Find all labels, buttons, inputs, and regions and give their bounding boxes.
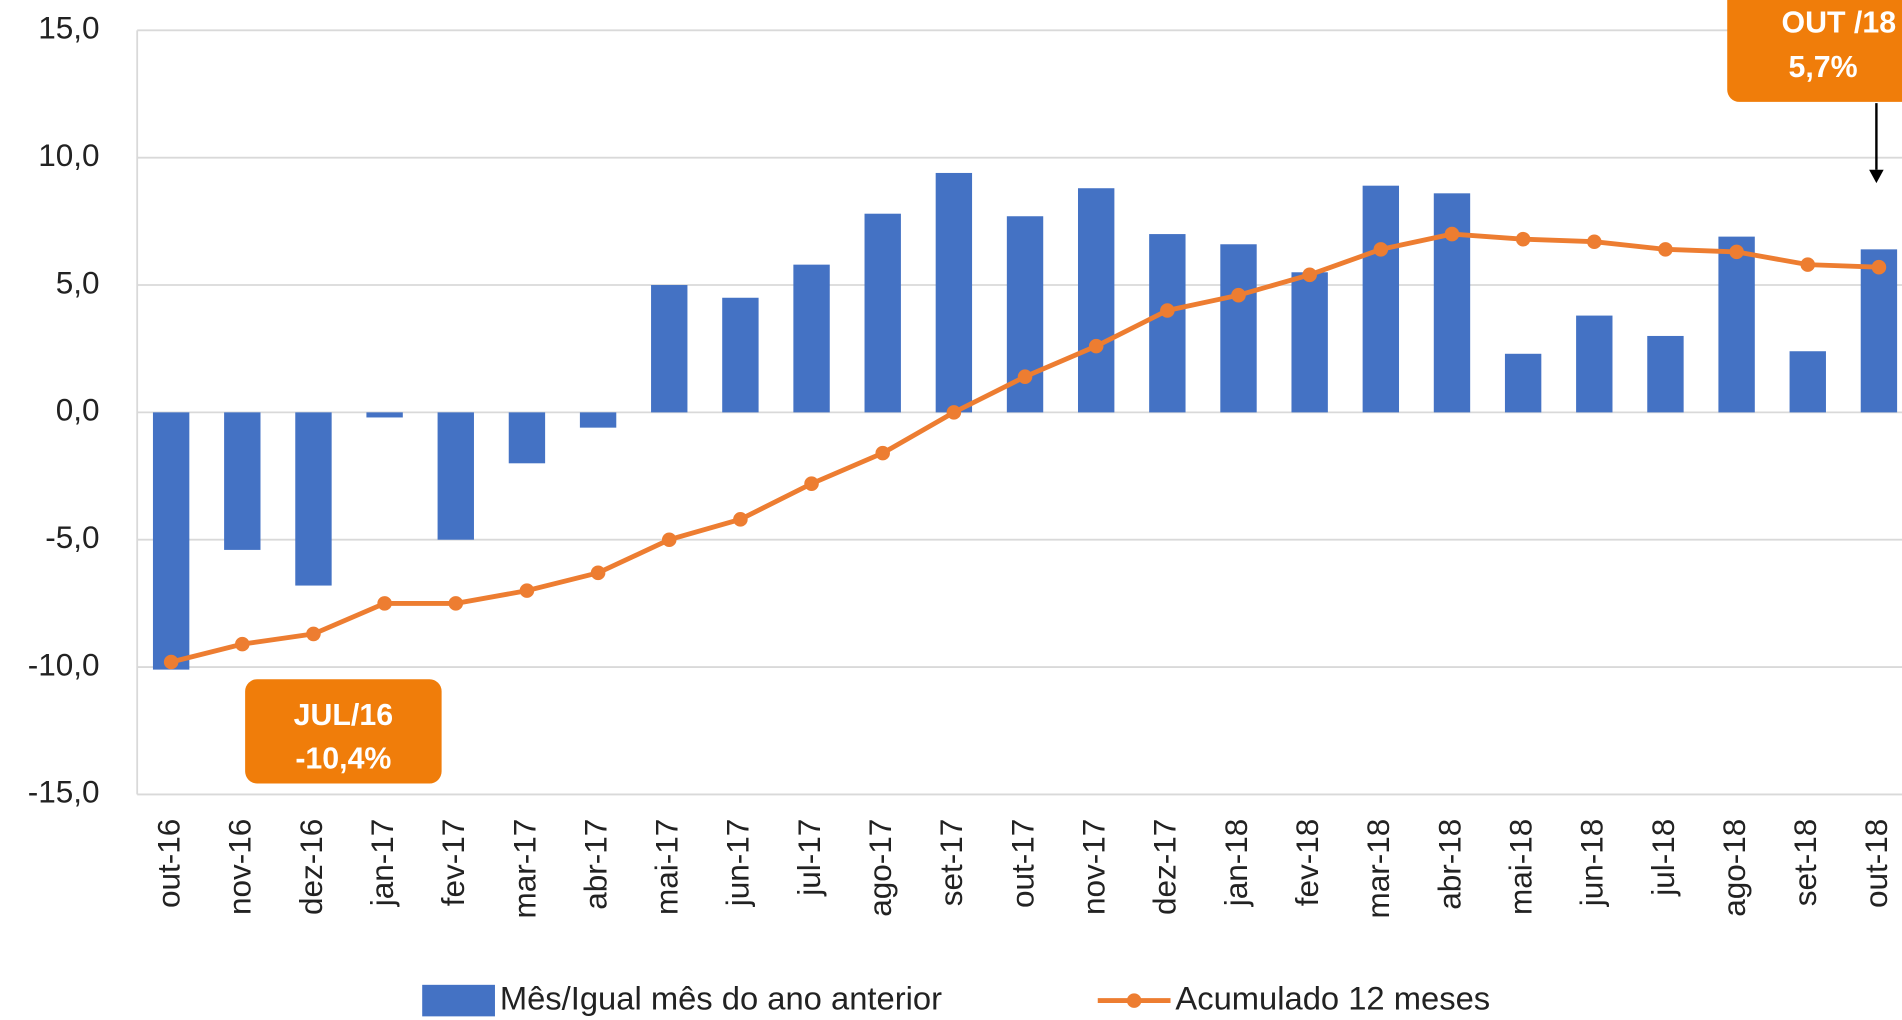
x-tick-label: jun-18 xyxy=(1574,819,1610,908)
x-tick-label: nov-17 xyxy=(1076,819,1112,915)
line-point xyxy=(804,476,819,491)
legend-swatch xyxy=(1126,993,1142,1008)
line-point xyxy=(1515,231,1531,247)
bar xyxy=(1362,185,1400,413)
line-point xyxy=(733,512,748,527)
x-tick-label: jan-17 xyxy=(364,819,400,908)
y-tick-label: 10,0 xyxy=(38,137,99,173)
line-point xyxy=(1587,234,1602,249)
x-tick-label: jul-17 xyxy=(791,819,827,897)
y-tick-label: -5,0 xyxy=(45,519,99,555)
line-point xyxy=(1088,338,1104,354)
line-point xyxy=(235,636,250,652)
y-tick-label: 5,0 xyxy=(56,264,100,300)
line-point xyxy=(1729,244,1744,260)
bar xyxy=(793,264,830,413)
x-tick-label: dez-16 xyxy=(293,819,329,915)
bar xyxy=(1149,234,1186,413)
line-point xyxy=(1017,369,1033,384)
x-tick-label: ago-17 xyxy=(862,819,898,917)
line-point xyxy=(448,596,464,611)
x-tick-label: mai-17 xyxy=(649,819,685,915)
x-tick-label: ago-18 xyxy=(1716,819,1752,917)
line-point xyxy=(661,532,677,547)
y-tick-label: 15,0 xyxy=(38,10,99,46)
legend-swatch xyxy=(422,984,495,1017)
x-tick-label: fev-18 xyxy=(1289,819,1325,907)
annotation-box xyxy=(1727,0,1902,102)
bar xyxy=(1077,188,1115,413)
x-tick-label: nov-16 xyxy=(222,819,258,915)
x-tick-label: set-18 xyxy=(1787,819,1823,907)
bar xyxy=(508,412,546,464)
x-tick-label: out-17 xyxy=(1004,819,1040,908)
bar xyxy=(1718,236,1755,413)
bar xyxy=(935,172,973,413)
bar xyxy=(1647,335,1684,413)
x-tick-label: set-17 xyxy=(933,819,969,907)
line-point xyxy=(1444,226,1460,242)
bar xyxy=(722,297,759,413)
line-point xyxy=(163,654,179,670)
line-point xyxy=(1160,303,1175,318)
line-point xyxy=(1231,287,1246,303)
y-tick-label: -15,0 xyxy=(28,774,100,810)
x-tick-label: fev-17 xyxy=(435,819,471,907)
bar xyxy=(651,285,688,413)
line-point xyxy=(519,583,535,598)
line-point xyxy=(590,565,606,581)
line-point xyxy=(946,405,962,420)
bar xyxy=(1291,272,1328,413)
x-tick-label: dez-17 xyxy=(1147,819,1183,915)
y-tick-label: -10,0 xyxy=(28,646,100,682)
x-tick-label: out-16 xyxy=(150,819,186,908)
x-tick-label: mai-18 xyxy=(1502,819,1538,915)
arrow-head xyxy=(1869,169,1884,184)
bar xyxy=(437,412,474,540)
line-point xyxy=(1871,259,1887,275)
bar xyxy=(1576,315,1613,413)
line-point xyxy=(1658,242,1673,257)
line-point xyxy=(1373,242,1389,257)
bar xyxy=(1789,351,1826,413)
bar xyxy=(579,412,617,428)
bar xyxy=(295,412,332,586)
bar xyxy=(1220,244,1257,413)
annotation-box xyxy=(245,679,442,784)
bar xyxy=(1504,353,1542,413)
x-tick-label: mar-17 xyxy=(506,819,542,919)
x-tick-label: out-18 xyxy=(1858,819,1894,908)
bar xyxy=(152,412,190,670)
legend-label: Mês/Igual mês do ano anterior xyxy=(500,979,942,1016)
legend-label: Acumulado 12 meses xyxy=(1175,979,1490,1016)
x-tick-label: jun-17 xyxy=(720,819,756,908)
x-tick-label: mar-18 xyxy=(1360,819,1396,919)
line-point xyxy=(377,596,392,611)
annotation: -10,4% xyxy=(295,742,391,775)
line-point xyxy=(1302,267,1317,283)
y-tick-label: 0,0 xyxy=(56,392,100,428)
line-point xyxy=(306,626,321,642)
bar xyxy=(1860,249,1898,413)
x-tick-label: abr-18 xyxy=(1431,819,1467,910)
x-tick-label: abr-17 xyxy=(577,819,613,910)
bar xyxy=(864,213,901,413)
x-tick-label: jan-18 xyxy=(1218,819,1254,908)
bar xyxy=(366,412,403,418)
annotation: OUT /18 xyxy=(1782,6,1897,39)
line-point xyxy=(1800,257,1816,272)
bar xyxy=(224,412,261,550)
annotation: 5,7% xyxy=(1788,51,1857,84)
annotation: JUL/16 xyxy=(294,699,393,732)
bar xyxy=(1433,193,1471,413)
x-tick-label: jul-18 xyxy=(1645,819,1681,897)
line-point xyxy=(875,445,890,461)
